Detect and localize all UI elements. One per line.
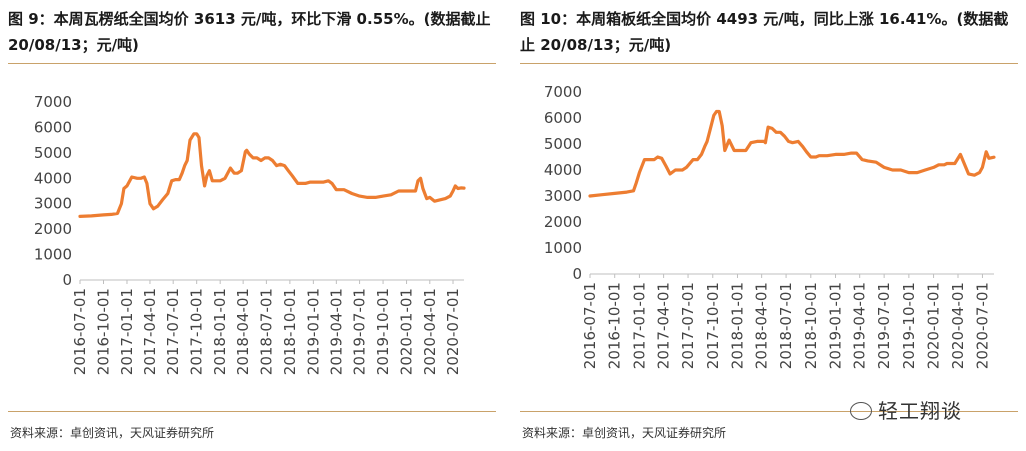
title-divider (520, 63, 1018, 64)
y-tick-label: 3000 (34, 195, 72, 213)
y-tick-label: 7000 (34, 93, 72, 111)
x-tick-label: 2019-01-01 (304, 288, 322, 375)
chart-title: 图 9：本周瓦楞纸全国均价 3613 元/吨，环比下滑 0.55%。(数据截止 … (8, 10, 491, 54)
watermark: 轻工翔谈 (850, 395, 962, 424)
y-tick-label: 4000 (544, 161, 582, 179)
x-tick-label: 2018-04-01 (234, 288, 252, 375)
x-tick-label: 2016-07-01 (581, 282, 599, 369)
y-tick-label: 2000 (34, 220, 72, 238)
source-note: 资料来源：卓创资讯，天风证券研究所 (10, 426, 215, 440)
x-tick-label: 2018-10-01 (802, 282, 820, 369)
x-tick-label: 2018-01-01 (211, 288, 229, 375)
y-tick-label: 0 (62, 271, 72, 289)
y-tick-label: 3000 (544, 187, 582, 205)
title-divider (8, 63, 496, 64)
right-chart-panel: 图 10：本周箱板纸全国均价 4493 元/吨，同比上涨 16.41%。(数据截… (520, 0, 1018, 451)
x-tick-label: 2018-04-01 (753, 282, 771, 369)
x-tick-label: 2017-01-01 (630, 282, 648, 369)
price-line-chart: 0 1000 2000 3000 4000 5000 6000 7000 2016-07-01 2… (544, 83, 996, 369)
y-tick-label: 6000 (34, 118, 72, 136)
y-tick-label: 5000 (544, 135, 582, 153)
wechat-icon (850, 402, 872, 420)
watermark-text: 轻工翔谈 (878, 399, 962, 423)
x-tick-label: 2020-07-01 (444, 288, 462, 375)
x-tick-label: 2017-04-01 (141, 288, 159, 375)
x-tick-label: 2016-10-01 (606, 282, 624, 369)
x-tick-label: 2020-01-01 (925, 282, 943, 369)
x-tick-label: 2018-07-01 (777, 282, 795, 369)
x-tick-label: 2020-04-01 (421, 288, 439, 375)
y-tick-label: 7000 (544, 83, 582, 101)
source-note: 资料来源：卓创资讯，天风证券研究所 (522, 426, 727, 440)
x-tick-label: 2017-07-01 (164, 288, 182, 375)
x-tick-label: 2017-07-01 (679, 282, 697, 369)
x-tick-label: 2017-04-01 (655, 282, 673, 369)
x-tick-label: 2019-10-01 (374, 288, 392, 375)
price-series-line (78, 132, 466, 218)
x-tick-label: 2016-07-01 (71, 288, 89, 375)
x-tick-label: 2018-10-01 (281, 288, 299, 375)
x-tick-label: 2016-10-01 (94, 288, 112, 375)
x-tick-label: 2019-07-01 (875, 282, 893, 369)
x-tick-label: 2017-01-01 (118, 288, 136, 375)
left-chart-panel: 图 9：本周瓦楞纸全国均价 3613 元/吨，环比下滑 0.55%。(数据截止 … (8, 0, 496, 451)
x-tick-label: 2019-07-01 (351, 288, 369, 375)
y-tick-label: 1000 (34, 246, 72, 264)
x-tick-label: 2019-04-01 (851, 282, 869, 369)
x-tick-label: 2020-01-01 (398, 288, 416, 375)
y-tick-label: 4000 (34, 169, 72, 187)
x-tick-label: 2020-07-01 (973, 282, 991, 369)
x-tick-label: 2019-01-01 (827, 282, 845, 369)
y-tick-label: 6000 (544, 109, 582, 127)
x-tick-label: 2017-10-01 (704, 282, 722, 369)
x-tick-label: 2020-04-01 (949, 282, 967, 369)
chart-title: 图 10：本周箱板纸全国均价 4493 元/吨，同比上涨 16.41%。(数据截… (520, 10, 1009, 54)
source-divider (8, 411, 496, 412)
x-tick-label: 2017-10-01 (188, 288, 206, 375)
x-tick-label: 2018-01-01 (728, 282, 746, 369)
y-tick-label: 2000 (544, 213, 582, 231)
price-series-line (588, 109, 996, 198)
x-tick-label: 2018-07-01 (257, 288, 275, 375)
y-tick-label: 5000 (34, 144, 72, 162)
y-tick-label: 1000 (544, 239, 582, 257)
price-line-chart: 0 1000 2000 3000 4000 5000 6000 7000 2016-07-01 2… (34, 93, 466, 375)
source-divider (520, 411, 1018, 412)
x-tick-label: 2019-10-01 (900, 282, 918, 369)
y-tick-label: 0 (572, 265, 582, 283)
x-tick-label: 2019-04-01 (327, 288, 345, 375)
